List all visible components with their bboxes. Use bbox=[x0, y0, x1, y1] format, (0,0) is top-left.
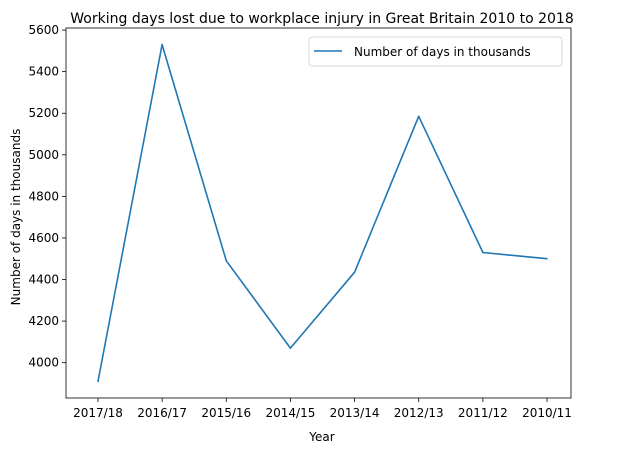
chart-title: Working days lost due to workplace injur… bbox=[70, 11, 573, 27]
y-tick-label: 4000 bbox=[28, 356, 59, 370]
y-axis: 4000 4200 4400 4600 4800 5000 5200 5400 5600 bbox=[28, 23, 66, 370]
legend-box bbox=[308, 36, 563, 67]
y-tick-label: 5600 bbox=[28, 23, 59, 37]
y-tick-label: 4600 bbox=[28, 231, 59, 245]
x-axis: 2017/18 2016/17 2015/16 2014/15 2013/14 2012/… bbox=[73, 398, 572, 420]
y-axis-label: Number of days in thousands bbox=[9, 129, 23, 306]
plot-area bbox=[65, 27, 572, 399]
legend: Number of days in thousands bbox=[308, 36, 563, 67]
legend-label: Number of days in thousands bbox=[354, 45, 531, 59]
x-tick-label: 2016/17 bbox=[137, 406, 187, 420]
data-point bbox=[289, 347, 292, 349]
y-tick-label: 4200 bbox=[28, 314, 59, 328]
x-tick-label: 2011/12 bbox=[458, 406, 508, 420]
data-point bbox=[97, 380, 99, 383]
y-tick-label: 5000 bbox=[28, 148, 59, 162]
data-point bbox=[225, 260, 228, 262]
x-tick-label: 2013/14 bbox=[330, 406, 380, 420]
x-tick-label: 2017/18 bbox=[73, 406, 123, 420]
data-point bbox=[161, 43, 163, 46]
y-tick-label: 4400 bbox=[28, 273, 59, 287]
x-tick-label: 2014/15 bbox=[265, 406, 315, 420]
x-tick-label: 2015/16 bbox=[201, 406, 251, 420]
data-point bbox=[353, 271, 356, 274]
y-tick-label: 5200 bbox=[28, 106, 59, 120]
series-line bbox=[97, 43, 548, 382]
x-tick-label: 2012/13 bbox=[394, 406, 444, 420]
y-tick-label: 5400 bbox=[28, 65, 59, 79]
series-group bbox=[97, 43, 548, 383]
x-tick-label: 2010/11 bbox=[522, 406, 572, 420]
data-point bbox=[417, 115, 420, 118]
data-point bbox=[546, 257, 548, 260]
x-axis-label: Year bbox=[308, 430, 334, 444]
y-tick-label: 4800 bbox=[28, 189, 59, 203]
data-point bbox=[482, 251, 484, 254]
